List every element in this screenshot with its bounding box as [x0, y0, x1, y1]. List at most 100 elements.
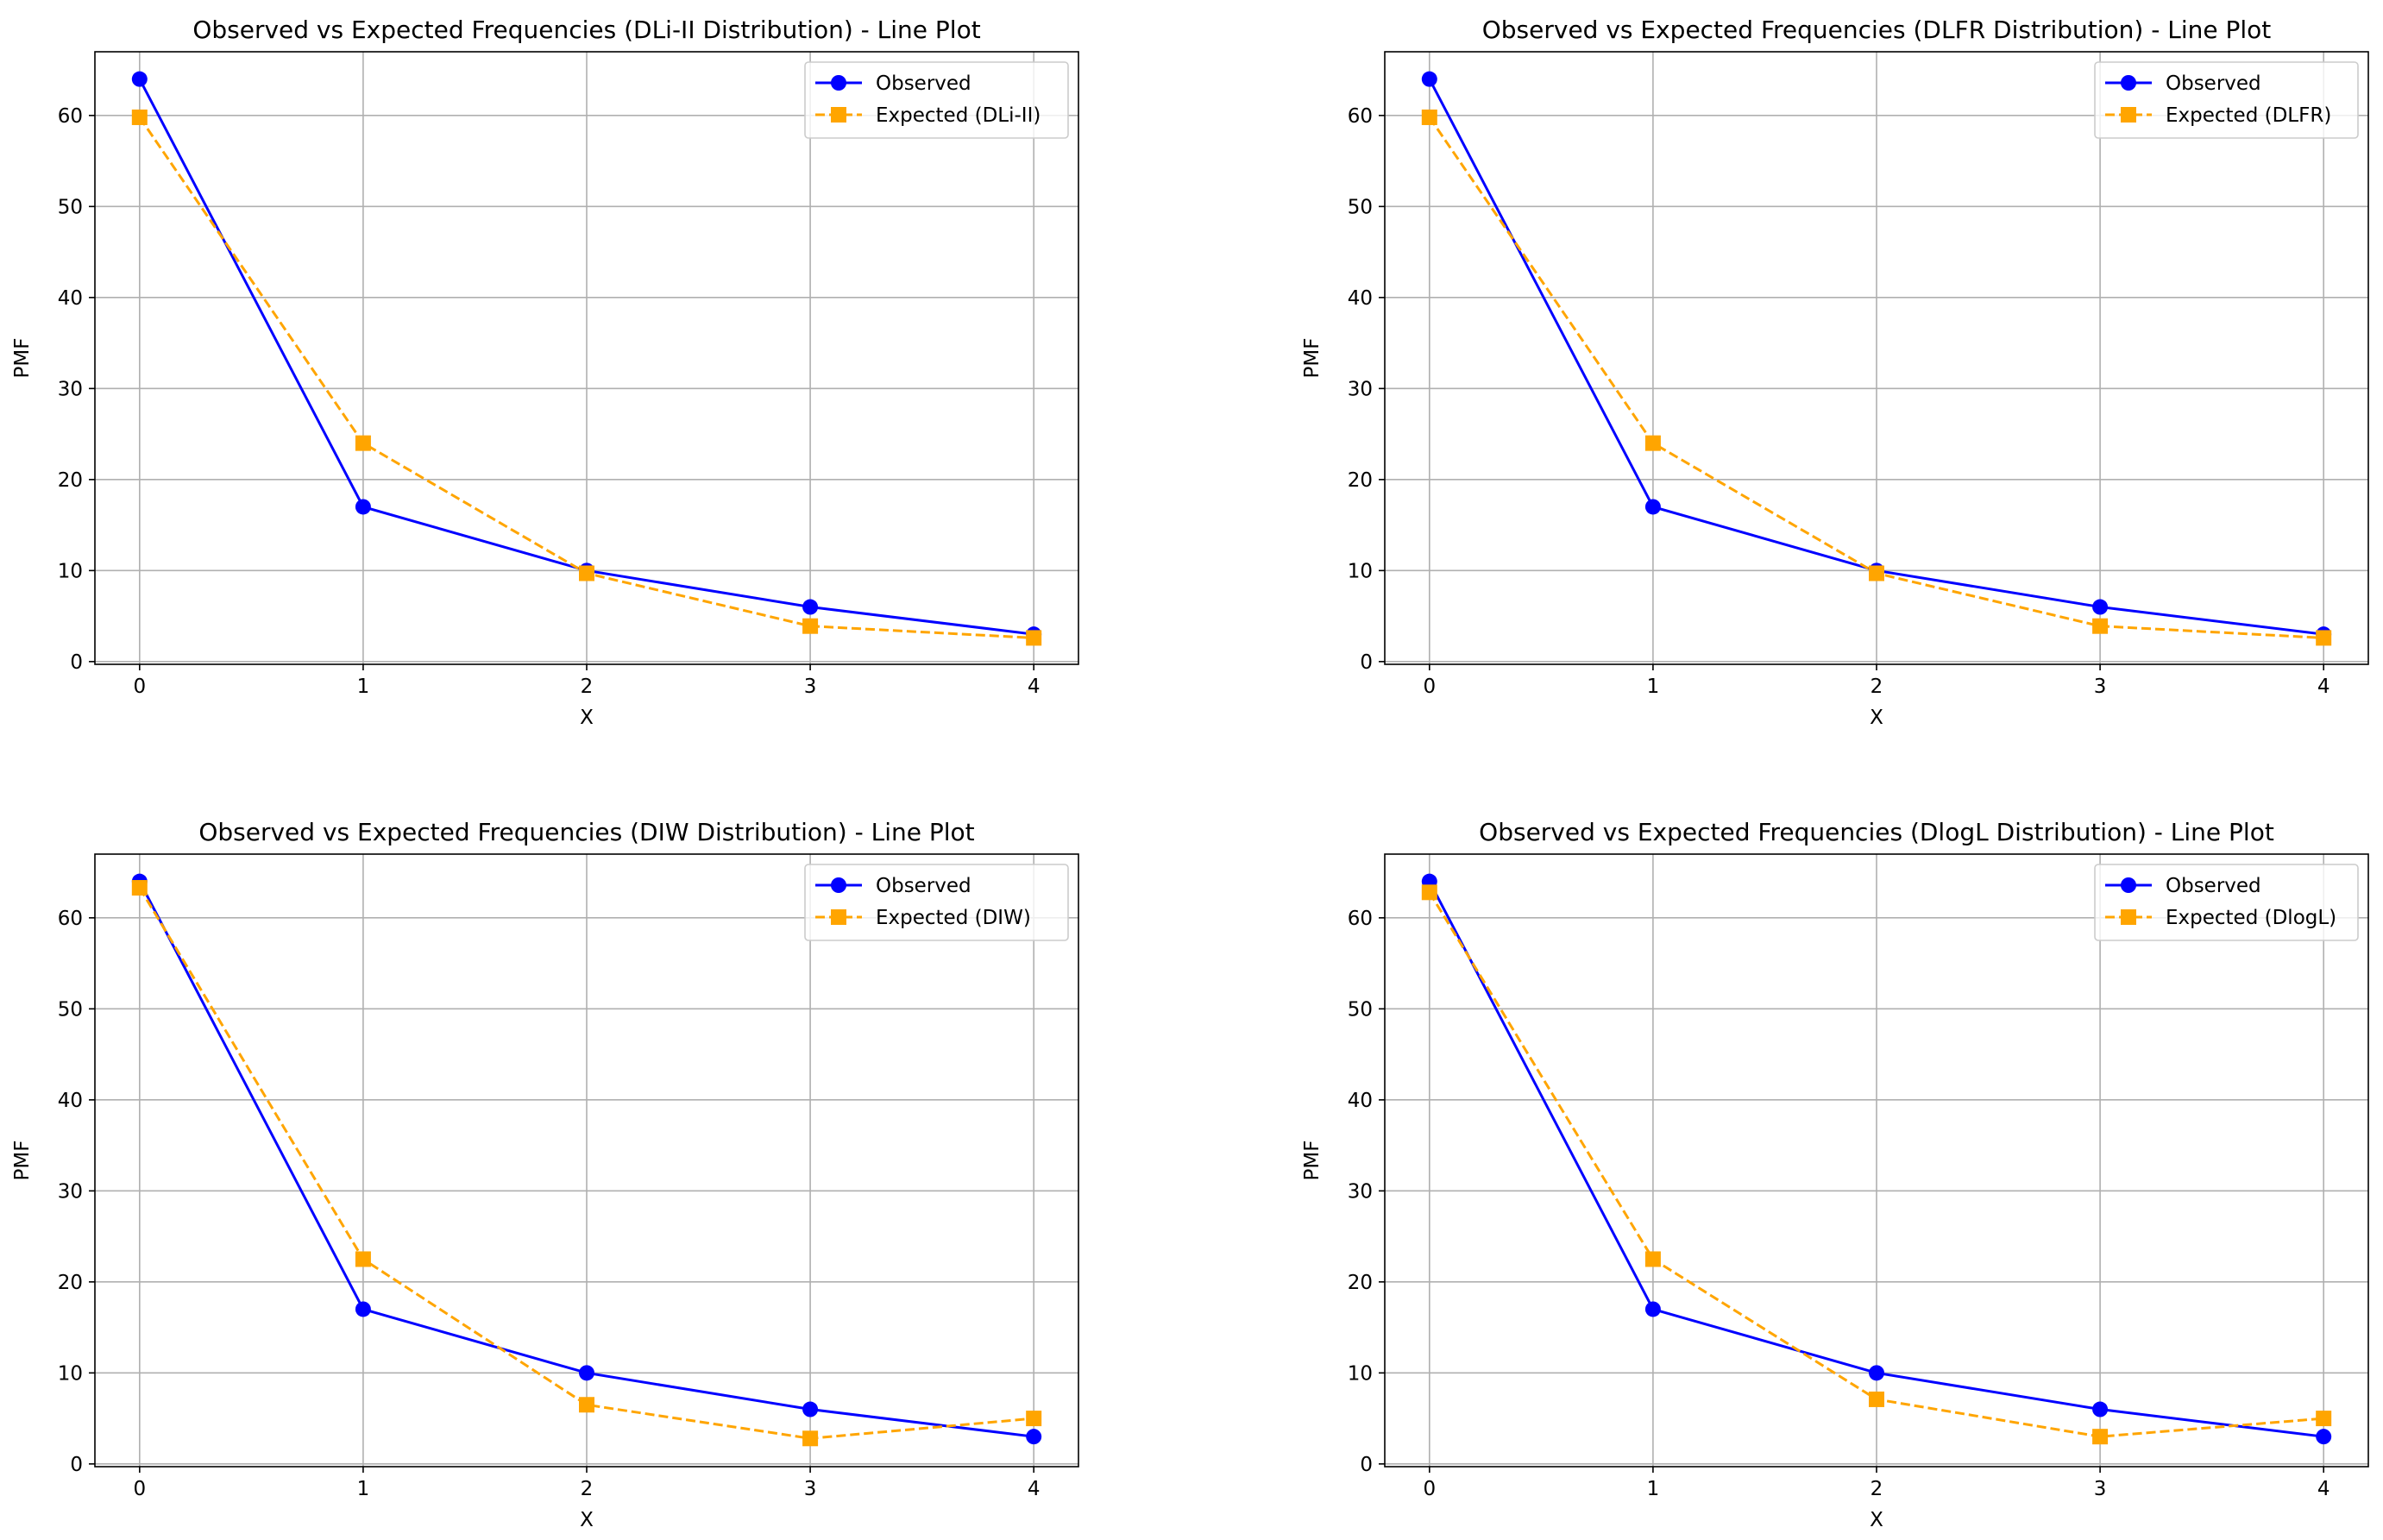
- y-tick-label: 20: [1348, 1272, 1373, 1294]
- y-axis-label: PMF: [1301, 1141, 1324, 1181]
- y-tick-label: 10: [58, 560, 83, 582]
- point-observed-1: [355, 499, 371, 515]
- chart-title: Observed vs Expected Frequencies (DLi-II…: [192, 16, 980, 44]
- y-tick-label: 10: [58, 1362, 83, 1385]
- x-axis-label: X: [1870, 1509, 1883, 1531]
- legend-label-observed: Observed: [876, 875, 971, 897]
- y-tick-label: 50: [58, 196, 83, 218]
- y-tick-label: 20: [1348, 469, 1373, 492]
- x-tick-label: 3: [2094, 676, 2107, 698]
- y-tick-label: 60: [1348, 908, 1373, 930]
- x-tick-label: 1: [357, 676, 370, 698]
- point-observed-1: [1644, 1301, 1661, 1317]
- y-axis-label: PMF: [11, 1141, 34, 1181]
- x-tick-label: 0: [133, 676, 146, 698]
- y-tick-label: 60: [58, 908, 83, 930]
- point-expected-4: [2316, 630, 2332, 646]
- point-expected-1: [355, 1251, 371, 1267]
- x-tick-label: 4: [2317, 676, 2330, 698]
- x-tick-label: 4: [2317, 1478, 2330, 1500]
- x-tick-label: 0: [1423, 1478, 1436, 1500]
- y-tick-label: 40: [58, 1090, 83, 1112]
- legend-marker-observed: [2121, 877, 2136, 893]
- y-tick-label: 60: [1348, 105, 1373, 128]
- x-tick-label: 1: [1647, 1478, 1660, 1500]
- legend: Observed Expected (DLFR): [2094, 61, 2359, 139]
- point-observed-1: [1644, 499, 1661, 515]
- y-tick-label: 10: [1348, 1362, 1373, 1385]
- y-tick-label: 60: [58, 105, 83, 128]
- y-tick-label: 0: [70, 651, 83, 674]
- y-tick-label: 40: [1348, 1090, 1373, 1112]
- point-expected-3: [802, 1430, 819, 1447]
- y-tick-label: 0: [1360, 1454, 1373, 1476]
- x-axis-label: X: [580, 707, 594, 729]
- point-observed-4: [1026, 1429, 1042, 1445]
- point-expected-3: [2092, 618, 2109, 634]
- legend-marker-observed: [2121, 75, 2136, 91]
- point-observed-0: [131, 71, 148, 87]
- y-tick-label: 0: [70, 1454, 83, 1476]
- y-tick-label: 30: [58, 1180, 83, 1203]
- x-tick-label: 2: [581, 1478, 594, 1500]
- legend-box: [2094, 864, 2359, 941]
- x-tick-label: 0: [1423, 676, 1436, 698]
- y-tick-label: 30: [58, 378, 83, 400]
- point-expected-2: [579, 1397, 594, 1413]
- x-tick-label: 1: [1647, 676, 1660, 698]
- x-axis-label: X: [1870, 707, 1883, 729]
- x-tick-label: 2: [1871, 1478, 1883, 1500]
- legend-label-observed: Observed: [876, 72, 971, 95]
- point-expected-4: [1026, 1411, 1042, 1427]
- x-tick-label: 3: [804, 676, 817, 698]
- y-tick-label: 10: [1348, 560, 1373, 582]
- legend-label-observed: Observed: [2166, 72, 2261, 95]
- point-expected-4: [2316, 1411, 2332, 1427]
- legend: Observed Expected (DIW): [804, 864, 1069, 941]
- y-tick-label: 40: [1348, 287, 1373, 310]
- y-tick-label: 50: [1348, 998, 1373, 1021]
- point-expected-0: [131, 880, 148, 896]
- point-observed-3: [2092, 1401, 2109, 1417]
- point-expected-0: [1421, 109, 1437, 125]
- point-observed-4: [2316, 1429, 2332, 1445]
- y-tick-label: 40: [58, 287, 83, 310]
- point-observed-1: [355, 1301, 371, 1317]
- legend-box: [804, 864, 1069, 941]
- x-tick-label: 2: [581, 676, 594, 698]
- point-expected-4: [1026, 630, 1042, 646]
- legend-marker-expected: [831, 107, 846, 123]
- y-tick-label: 0: [1360, 651, 1373, 674]
- legend: Observed Expected (DlogL): [2094, 864, 2359, 941]
- chart-title: Observed vs Expected Frequencies (DlogL …: [1479, 818, 2274, 846]
- point-expected-1: [1644, 1251, 1661, 1267]
- point-expected-3: [2092, 1429, 2109, 1445]
- y-tick-label: 20: [58, 469, 83, 492]
- legend-label-expected: Expected (DIW): [876, 907, 1031, 929]
- x-axis-label: X: [580, 1509, 594, 1531]
- y-tick-label: 20: [58, 1272, 83, 1294]
- x-tick-label: 3: [804, 1478, 817, 1500]
- legend-label-expected: Expected (DlogL): [2166, 907, 2336, 929]
- x-tick-label: 3: [2094, 1478, 2107, 1500]
- x-tick-label: 0: [133, 1478, 146, 1500]
- legend-marker-observed: [831, 75, 846, 91]
- point-observed-3: [802, 1401, 819, 1417]
- chart-title: Observed vs Expected Frequencies (DIW Di…: [198, 818, 974, 846]
- y-tick-label: 50: [1348, 196, 1373, 218]
- y-axis-label: PMF: [1301, 338, 1324, 379]
- point-expected-2: [1869, 565, 1884, 581]
- legend-marker-expected: [831, 909, 846, 925]
- legend-box: [2094, 61, 2359, 139]
- legend-marker-expected: [2121, 107, 2136, 123]
- x-tick-label: 4: [1028, 676, 1041, 698]
- point-expected-3: [802, 618, 819, 634]
- x-tick-label: 2: [1871, 676, 1883, 698]
- point-observed-3: [2092, 599, 2109, 615]
- point-expected-0: [1421, 884, 1437, 901]
- x-tick-label: 4: [1028, 1478, 1041, 1500]
